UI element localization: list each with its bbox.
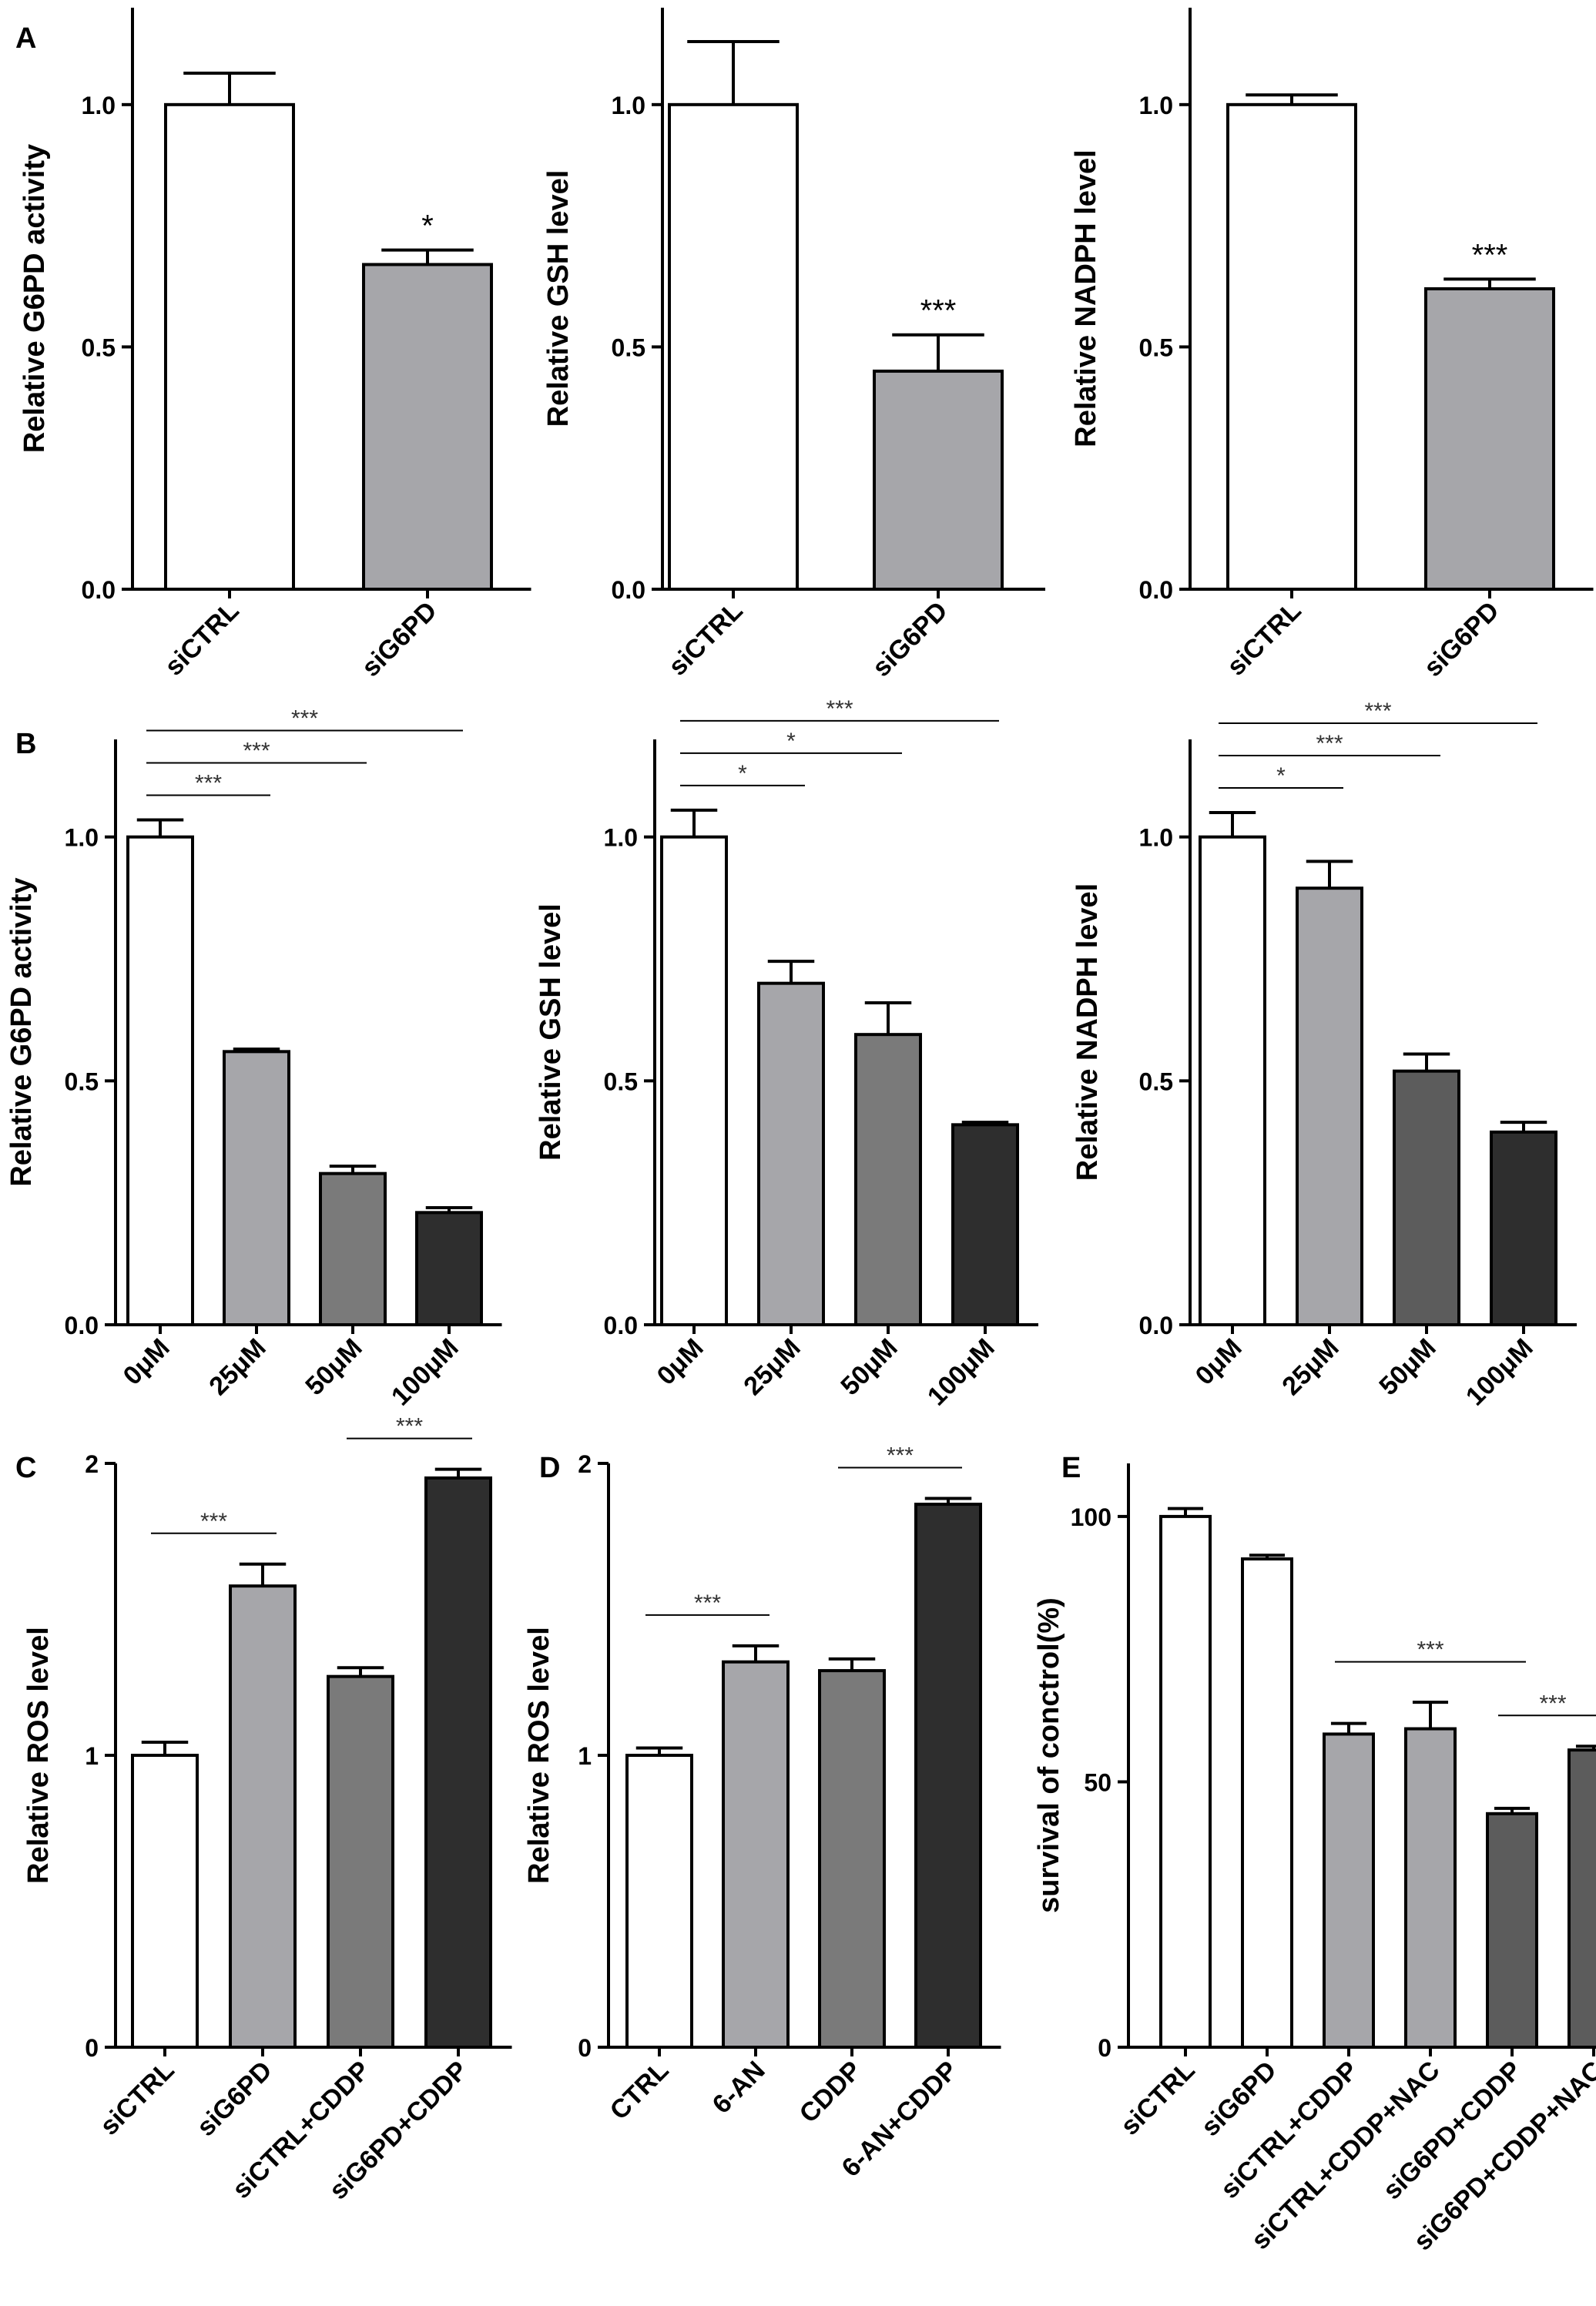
comparison-label: *** [1417, 1637, 1443, 1663]
comparison-label: *** [195, 771, 222, 796]
y-axis-label: Relative ROS level [523, 1627, 555, 1884]
y-axis-label: Relative G6PD activity [18, 144, 51, 453]
comparison-label: *** [1539, 1691, 1566, 1716]
significance-label: * [421, 209, 434, 243]
bar [660, 835, 728, 1326]
y-tick-label: 0.0 [612, 576, 645, 604]
comparison-label: *** [826, 696, 853, 722]
y-tick-label: 50 [1084, 1768, 1112, 1796]
panel-label-b: B [15, 728, 36, 760]
bar [1404, 1727, 1457, 2049]
comparison-label: *** [1316, 731, 1343, 756]
bar [668, 102, 799, 592]
y-tick-label: 2 [578, 1450, 592, 1478]
y-axis-label: Relative GSH level [535, 903, 567, 1161]
bar [818, 1669, 886, 2050]
bar [1393, 1069, 1460, 1326]
y-tick-label: 0.5 [1139, 333, 1173, 361]
bar [625, 1754, 693, 2049]
panel-label-e: E [1061, 1452, 1081, 1484]
bar [126, 835, 194, 1326]
y-tick-label: 0 [85, 2034, 99, 2062]
comparison-label: * [786, 729, 796, 754]
bar [362, 263, 493, 591]
y-axis-label: Relative GSH level [542, 170, 575, 427]
y-tick-label: 0.0 [604, 1312, 638, 1339]
y-tick-label: 0.5 [612, 333, 645, 361]
bar [1486, 1812, 1538, 2050]
y-tick-label: 2 [85, 1450, 99, 1478]
comparison-label: *** [1364, 699, 1391, 724]
y-axis-label: Relative ROS level [22, 1627, 55, 1884]
bar [424, 1476, 492, 2049]
y-tick-label: 0.0 [82, 576, 116, 604]
bar [722, 1660, 790, 2049]
y-tick-label: 1 [85, 1742, 99, 1770]
y-tick-label: 1 [578, 1742, 592, 1770]
y-tick-label: 1.0 [604, 824, 638, 852]
bar [1296, 887, 1363, 1326]
y-tick-label: 1.0 [65, 824, 99, 852]
bar [1568, 1748, 1596, 2050]
bar [229, 1584, 297, 2049]
y-tick-label: 0.0 [1139, 1312, 1173, 1339]
bar [327, 1674, 394, 2049]
y-tick-label: 0.5 [82, 333, 116, 361]
y-axis-label: Relative NADPH level [1071, 883, 1104, 1181]
y-axis-label: survival of conctrol(%) [1033, 1597, 1065, 1913]
y-tick-label: 0.5 [1139, 1068, 1173, 1095]
significance-label: *** [920, 294, 957, 328]
bar [415, 1211, 483, 1327]
y-tick-label: 0 [1098, 2034, 1112, 2062]
comparison-label: *** [694, 1590, 721, 1616]
bar [319, 1171, 387, 1326]
y-tick-label: 1.0 [612, 92, 645, 119]
y-tick-label: 1.0 [82, 92, 116, 119]
bar [1424, 287, 1555, 591]
panel-label-d: D [539, 1452, 560, 1484]
y-tick-label: 100 [1071, 1503, 1112, 1531]
y-tick-label: 0.5 [604, 1068, 638, 1095]
bar [854, 1033, 922, 1326]
bar [1490, 1130, 1557, 1327]
y-tick-label: 0 [578, 2034, 592, 2062]
y-tick-label: 0.5 [65, 1068, 99, 1095]
bar [951, 1123, 1019, 1327]
comparison-label: *** [887, 1443, 914, 1468]
comparison-label: *** [200, 1509, 227, 1534]
y-tick-label: 1.0 [1139, 824, 1173, 852]
y-tick-label: 0.0 [1139, 576, 1173, 604]
bar [164, 102, 295, 592]
bar [1323, 1732, 1375, 2049]
y-axis-label: Relative NADPH level [1070, 149, 1102, 447]
y-tick-label: 1.0 [1139, 92, 1173, 119]
bar [1159, 1514, 1212, 2049]
bar [223, 1050, 290, 1327]
bar [914, 1503, 982, 2050]
bar [131, 1754, 199, 2049]
panel-label-a: A [15, 22, 36, 55]
comparison-label: * [1276, 763, 1286, 789]
comparison-label: *** [243, 739, 270, 764]
y-axis-label: Relative G6PD activity [5, 877, 38, 1186]
bar [1226, 102, 1357, 592]
comparison-label: *** [291, 706, 318, 732]
y-tick-label: 0.0 [65, 1312, 99, 1339]
comparison-label: * [738, 761, 747, 786]
significance-label: *** [1472, 238, 1508, 272]
comparison-label: *** [396, 1414, 423, 1440]
bar [1241, 1557, 1293, 2049]
bar [757, 981, 825, 1326]
panel-label-c: C [15, 1452, 36, 1484]
bar [1199, 835, 1266, 1326]
bar [873, 369, 1004, 591]
